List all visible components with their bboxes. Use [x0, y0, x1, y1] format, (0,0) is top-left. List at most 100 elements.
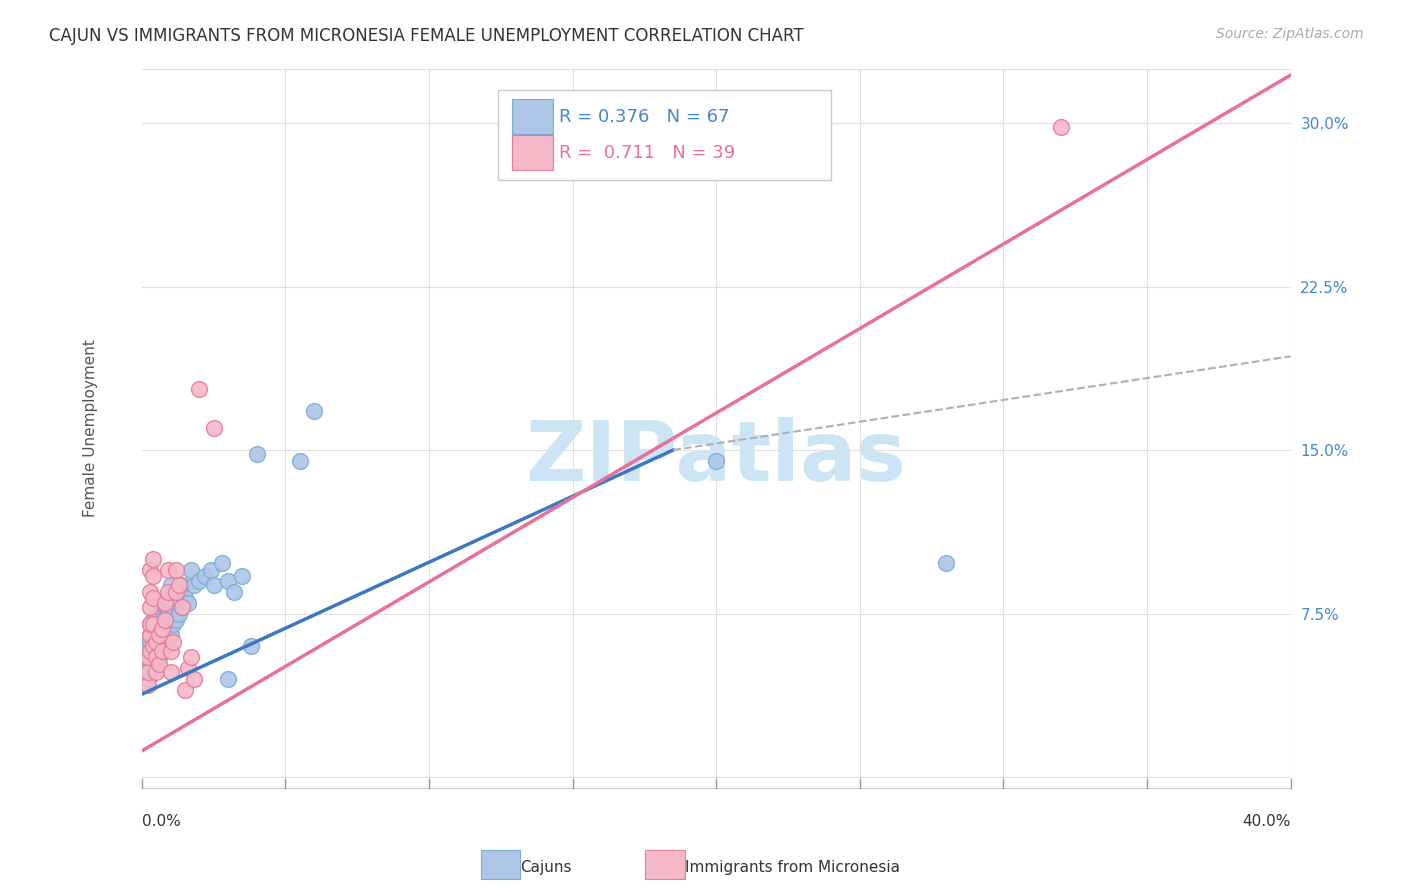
- Point: [136, 650, 159, 665]
- Point: [153, 596, 176, 610]
- Point: [150, 613, 173, 627]
- Point: [145, 648, 167, 662]
- Point: [165, 584, 187, 599]
- Point: [211, 557, 233, 571]
- Point: [148, 607, 170, 621]
- Point: [180, 563, 202, 577]
- Point: [142, 617, 165, 632]
- Point: [150, 643, 173, 657]
- Point: [156, 584, 179, 599]
- Point: [167, 578, 190, 592]
- Point: [142, 640, 165, 654]
- Point: [139, 628, 162, 642]
- Point: [145, 657, 167, 671]
- Point: [142, 622, 165, 636]
- Point: [139, 643, 162, 657]
- Point: [148, 657, 170, 671]
- Point: [153, 613, 176, 627]
- Point: [174, 682, 197, 697]
- Text: R = 0.376   N = 67: R = 0.376 N = 67: [558, 108, 730, 126]
- Point: [156, 607, 179, 621]
- Text: Cajuns: Cajuns: [520, 860, 572, 874]
- Point: [246, 447, 269, 461]
- Point: [217, 672, 239, 686]
- FancyBboxPatch shape: [512, 136, 553, 170]
- Point: [288, 454, 311, 468]
- Point: [148, 596, 170, 610]
- Point: [139, 657, 162, 671]
- Text: R =  0.711   N = 39: R = 0.711 N = 39: [558, 144, 735, 161]
- Point: [150, 643, 173, 657]
- Point: [136, 661, 159, 675]
- Point: [177, 596, 200, 610]
- Point: [150, 628, 173, 642]
- Text: Female Unemployment: Female Unemployment: [83, 339, 97, 517]
- Point: [150, 622, 173, 636]
- Point: [162, 635, 184, 649]
- Point: [142, 650, 165, 665]
- Point: [174, 591, 197, 606]
- Point: [153, 596, 176, 610]
- Point: [139, 600, 162, 615]
- Point: [165, 613, 187, 627]
- Point: [162, 600, 184, 615]
- Point: [136, 665, 159, 680]
- Point: [188, 574, 211, 588]
- Point: [139, 665, 162, 680]
- Point: [194, 569, 217, 583]
- Point: [302, 404, 325, 418]
- Point: [200, 563, 222, 577]
- Point: [165, 563, 187, 577]
- Point: [148, 628, 170, 642]
- Point: [139, 617, 162, 632]
- Point: [145, 628, 167, 642]
- Point: [159, 596, 181, 610]
- Point: [167, 607, 190, 621]
- Point: [159, 628, 181, 642]
- Text: Immigrants from Micronesia: Immigrants from Micronesia: [685, 860, 900, 874]
- Point: [159, 578, 181, 592]
- Point: [156, 591, 179, 606]
- Point: [170, 600, 193, 615]
- Point: [231, 569, 253, 583]
- Point: [202, 578, 225, 592]
- Point: [180, 650, 202, 665]
- Point: [935, 557, 957, 571]
- Text: 0.0%: 0.0%: [142, 814, 180, 830]
- Point: [159, 643, 181, 657]
- Point: [142, 591, 165, 606]
- Point: [145, 617, 167, 632]
- Point: [202, 421, 225, 435]
- Point: [217, 574, 239, 588]
- Point: [148, 628, 170, 642]
- Point: [162, 617, 184, 632]
- Point: [239, 640, 262, 654]
- Point: [159, 613, 181, 627]
- Point: [183, 672, 205, 686]
- Point: [136, 640, 159, 654]
- Point: [139, 617, 162, 632]
- Text: Source: ZipAtlas.com: Source: ZipAtlas.com: [1216, 27, 1364, 41]
- Point: [142, 613, 165, 627]
- Point: [142, 661, 165, 675]
- Point: [136, 650, 159, 665]
- Text: ZIPatlas: ZIPatlas: [526, 417, 907, 498]
- Point: [139, 635, 162, 649]
- Text: CAJUN VS IMMIGRANTS FROM MICRONESIA FEMALE UNEMPLOYMENT CORRELATION CHART: CAJUN VS IMMIGRANTS FROM MICRONESIA FEMA…: [49, 27, 804, 45]
- Point: [136, 678, 159, 692]
- Point: [142, 640, 165, 654]
- Point: [222, 584, 245, 599]
- Point: [704, 454, 727, 468]
- Point: [148, 650, 170, 665]
- Point: [145, 665, 167, 680]
- Point: [156, 563, 179, 577]
- Point: [153, 640, 176, 654]
- Point: [153, 613, 176, 627]
- Point: [156, 628, 179, 642]
- Point: [139, 643, 162, 657]
- Point: [170, 600, 193, 615]
- Point: [183, 578, 205, 592]
- Point: [142, 569, 165, 583]
- Point: [177, 661, 200, 675]
- FancyBboxPatch shape: [498, 90, 831, 180]
